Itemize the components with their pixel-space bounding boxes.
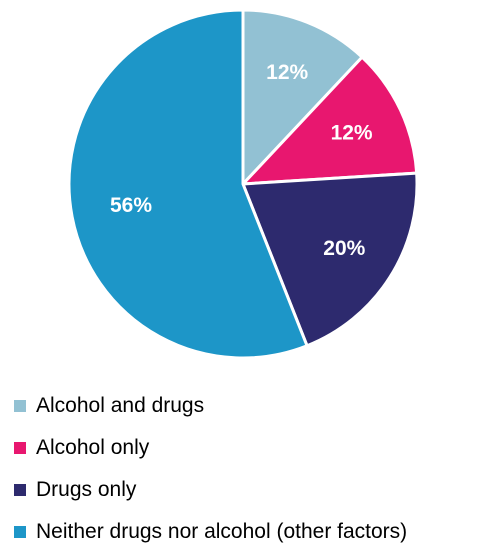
pie-slice-1: [241, 55, 419, 186]
legend-swatch-alcohol-only: [14, 442, 26, 454]
legend-label-neither: Neither drugs nor alcohol (other factors…: [36, 520, 408, 543]
legend-swatch-drugs-only: [14, 484, 26, 496]
pie-chart: 12% 12% 20% 56%: [67, 8, 419, 360]
legend: Alcohol and drugs Alcohol only Drugs onl…: [14, 385, 407, 553]
legend-item-alcohol-and-drugs: Alcohol and drugs: [14, 385, 407, 427]
legend-item-alcohol-only: Alcohol only: [14, 427, 407, 469]
pie-slice-label-2: 20%: [323, 237, 365, 260]
legend-label-drugs-only: Drugs only: [36, 478, 137, 501]
pie-slice-0: [241, 8, 364, 186]
pie-slice-label-0: 12%: [266, 61, 308, 84]
pie-slice-2: [241, 171, 419, 348]
legend-item-drugs-only: Drugs only: [14, 469, 407, 511]
legend-swatch-alcohol-and-drugs: [14, 400, 26, 412]
pie-slice-label-1: 12%: [331, 121, 373, 144]
pie-slice-label-3: 56%: [110, 194, 152, 217]
pie-slice-3: [67, 8, 309, 360]
legend-label-alcohol-and-drugs: Alcohol and drugs: [36, 394, 205, 417]
legend-swatch-neither: [14, 526, 26, 538]
legend-item-neither: Neither drugs nor alcohol (other factors…: [14, 511, 407, 553]
legend-label-alcohol-only: Alcohol only: [36, 436, 150, 459]
